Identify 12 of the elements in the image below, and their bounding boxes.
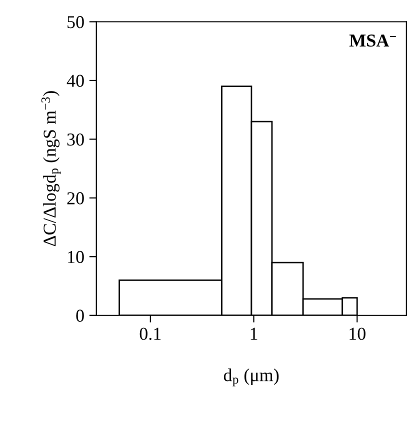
x-tick-label: 10 bbox=[350, 328, 366, 340]
x-tick-label: 0.1 bbox=[140, 328, 161, 340]
annotation: MSA$^{−}$ bbox=[349, 34, 396, 47]
y-tick-label: 30 bbox=[67, 133, 84, 146]
x-axis-title: d$_{p}$ (μm) bbox=[224, 368, 279, 386]
y-tick-label: 50 bbox=[68, 16, 84, 28]
y-tick-label: 0 bbox=[76, 310, 84, 322]
y-axis-title: ΔC/Δlogd$_{p}$ (ngS m$^{−3}$) bbox=[41, 91, 61, 246]
y-tick-label: 40 bbox=[66, 74, 84, 87]
x-tick-label: 1 bbox=[250, 328, 258, 340]
y-tick-label: 10 bbox=[68, 250, 84, 264]
y-tick-label: 20 bbox=[67, 192, 84, 204]
